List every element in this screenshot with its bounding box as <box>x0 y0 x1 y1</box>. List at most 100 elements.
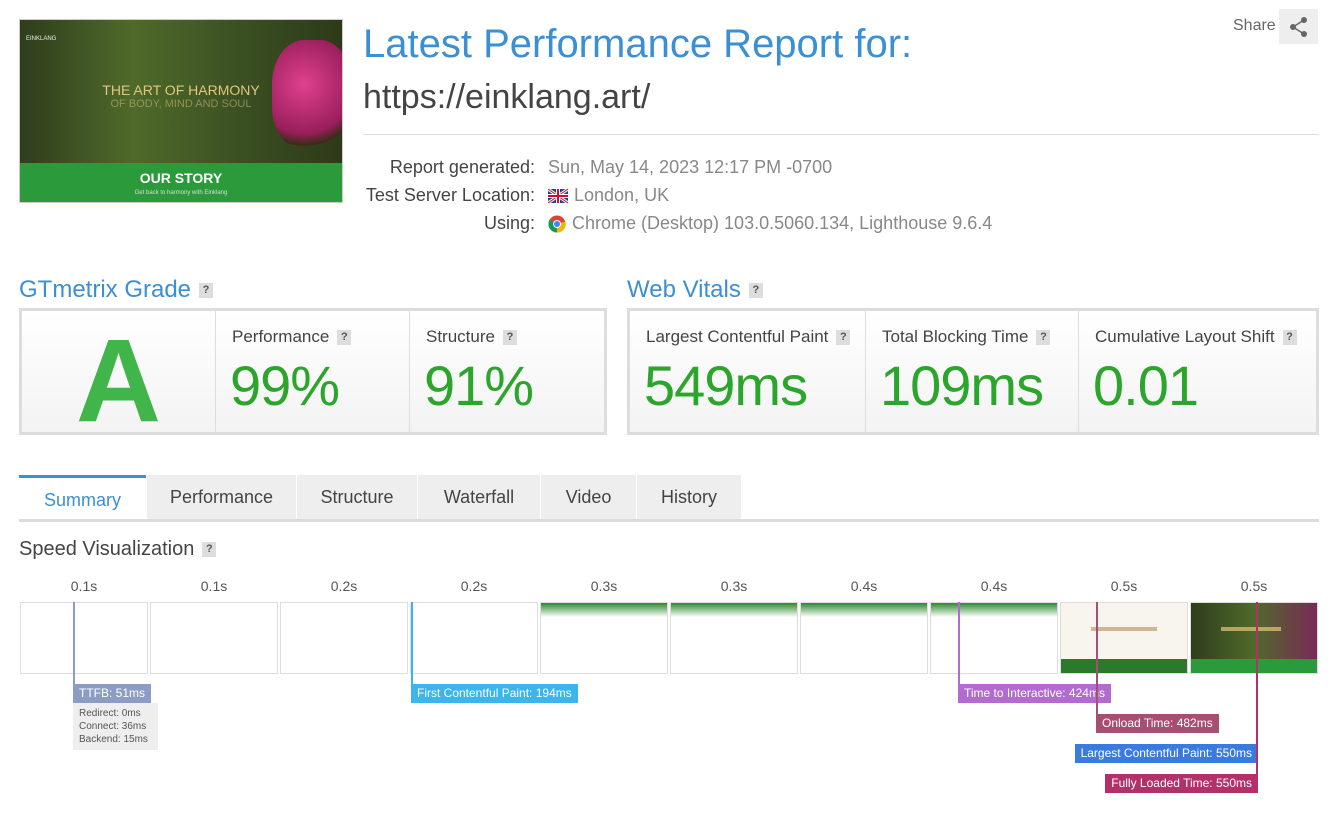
filmstrip-frame <box>540 602 668 674</box>
flower <box>272 40 342 150</box>
marker-detail: Backend: 15ms <box>79 734 148 745</box>
meta-label: Test Server Location: <box>365 185 535 205</box>
marker-line <box>958 602 960 684</box>
thumb-tagline: Get back to harmony with Einklang <box>134 190 228 196</box>
tab[interactable]: Performance <box>147 475 296 519</box>
site-thumbnail: EINKLANG THE ART OF HARMONY OF BODY, MIN… <box>19 19 343 203</box>
frame-bar <box>541 603 667 617</box>
share-button[interactable] <box>1279 9 1318 44</box>
tab[interactable]: History <box>637 475 741 519</box>
marker-label: Onload Time: 482ms <box>1096 714 1219 733</box>
frame-time: 0.1s <box>200 578 228 594</box>
tab[interactable]: Video <box>541 475 636 519</box>
grade-title: GTmetrix Grade <box>19 276 192 303</box>
metric-label: Cumulative Layout Shift <box>1095 327 1275 346</box>
filmstrip-frame <box>280 602 408 674</box>
metric-value: 109ms <box>880 354 1044 417</box>
thumb-headline: THE ART OF HARMONY <box>102 82 260 98</box>
meta-icon <box>548 215 566 233</box>
frame-time: 0.4s <box>980 578 1008 594</box>
help[interactable]: ? <box>337 330 352 346</box>
metric-label: Largest Contentful Paint <box>646 327 829 346</box>
marker-label: TTFB: 51ms <box>73 684 152 703</box>
frame-time: 0.5s <box>1240 578 1268 594</box>
filmstrip-frame <box>20 602 148 674</box>
metric-value: 0.01 <box>1093 354 1199 417</box>
frame-time: 0.4s <box>850 578 878 594</box>
meta-text: Chrome (Desktop) 103.0.5060.134, Lightho… <box>572 213 993 233</box>
frame-time: 0.5s <box>1110 578 1138 594</box>
marker-detail: Connect: 36ms <box>79 721 147 732</box>
metric-cell: Total Blocking Time? 109ms <box>866 311 1078 432</box>
grade-cell: A <box>22 311 215 447</box>
share-label: Share <box>1233 17 1276 34</box>
help[interactable]: ? <box>1282 330 1297 346</box>
thumb-band <box>20 163 342 202</box>
frame-time: 0.2s <box>460 578 488 594</box>
help[interactable]: ? <box>1036 330 1051 346</box>
marker-details: Redirect: 0ms Connect: 36ms Backend: 15ms <box>73 703 158 750</box>
help[interactable]: ? <box>199 283 214 299</box>
frame-time: 0.3s <box>720 578 748 594</box>
metric-cell: Performance? 99% <box>216 311 409 432</box>
tab[interactable]: Waterfall <box>418 475 540 519</box>
vitals-heading: Web Vitals? <box>627 276 763 304</box>
frame-text <box>1221 627 1281 631</box>
filmstrip-frame <box>800 602 928 674</box>
metric-label: Total Blocking Time <box>882 327 1029 346</box>
marker-detail: Redirect: 0ms <box>79 708 141 719</box>
help[interactable]: ? <box>202 542 217 558</box>
header-divider <box>363 134 1319 135</box>
grade-letter: A <box>75 315 162 447</box>
vitals-title: Web Vitals <box>627 276 741 303</box>
thumb-logo: EINKLANG <box>26 36 57 42</box>
meta-text: London, UK <box>574 185 670 205</box>
speed-heading: Speed Visualization? <box>19 538 217 561</box>
metric-cell: Structure? 91% <box>410 311 604 432</box>
marker-line <box>411 602 413 684</box>
frame-time: 0.3s <box>590 578 618 594</box>
thumb-subline: OF BODY, MIND AND SOUL <box>110 98 252 110</box>
tab[interactable]: Summary <box>19 475 146 519</box>
grade-box: A Performance? 99% Structure? 91% <box>19 308 607 447</box>
frame-bar <box>671 603 797 617</box>
marker-label: Fully Loaded Time: 550ms <box>1105 774 1258 793</box>
metric-cell: Largest Contentful Paint? 549ms <box>630 311 865 432</box>
frame-bar <box>801 603 927 617</box>
filmstrip-frame <box>1190 602 1318 674</box>
marker-line <box>1256 602 1258 774</box>
frame-time: 0.1s <box>70 578 98 594</box>
help[interactable]: ? <box>748 283 763 299</box>
marker-label: Largest Contentful Paint: 550ms <box>1074 744 1258 763</box>
speed-title: Speed Visualization <box>19 538 195 560</box>
help[interactable]: ? <box>836 330 851 346</box>
thumb-button: OUR STORY <box>139 170 223 186</box>
meta-label: Using: <box>483 213 535 233</box>
marker-label: First Contentful Paint: 194ms <box>411 684 578 703</box>
help[interactable]: ? <box>502 330 517 346</box>
metric-value: 99% <box>230 354 340 417</box>
meta-value: London, UK <box>548 185 669 206</box>
metric-value: 549ms <box>644 354 808 417</box>
tab[interactable]: Structure <box>297 475 417 519</box>
meta-text: Sun, May 14, 2023 12:17 PM -0700 <box>548 157 833 177</box>
filmstrip-frame <box>150 602 278 674</box>
metric-value: 91% <box>424 354 534 417</box>
marker-line <box>1096 602 1098 714</box>
filmstrip-frame <box>1060 602 1188 674</box>
filmstrip-frame <box>410 602 538 674</box>
report-url: https://einklang.art/ <box>363 78 651 116</box>
filmstrip-frame <box>930 602 1058 674</box>
frame-bar <box>931 603 1057 617</box>
metric-cell: Cumulative Layout Shift? 0.01 <box>1079 311 1316 432</box>
report-title: Latest Performance Report for: <box>363 22 913 66</box>
grade-heading: GTmetrix Grade? <box>19 276 214 304</box>
meta-label: Report generated: <box>389 157 535 177</box>
share-icon <box>1290 17 1307 37</box>
tabs-underline <box>19 519 1319 522</box>
frame-band <box>1191 659 1317 673</box>
frame-page <box>1061 603 1187 673</box>
meta-icon <box>548 188 568 203</box>
vitals-box: Largest Contentful Paint? 549ms Total Blo… <box>627 308 1319 435</box>
